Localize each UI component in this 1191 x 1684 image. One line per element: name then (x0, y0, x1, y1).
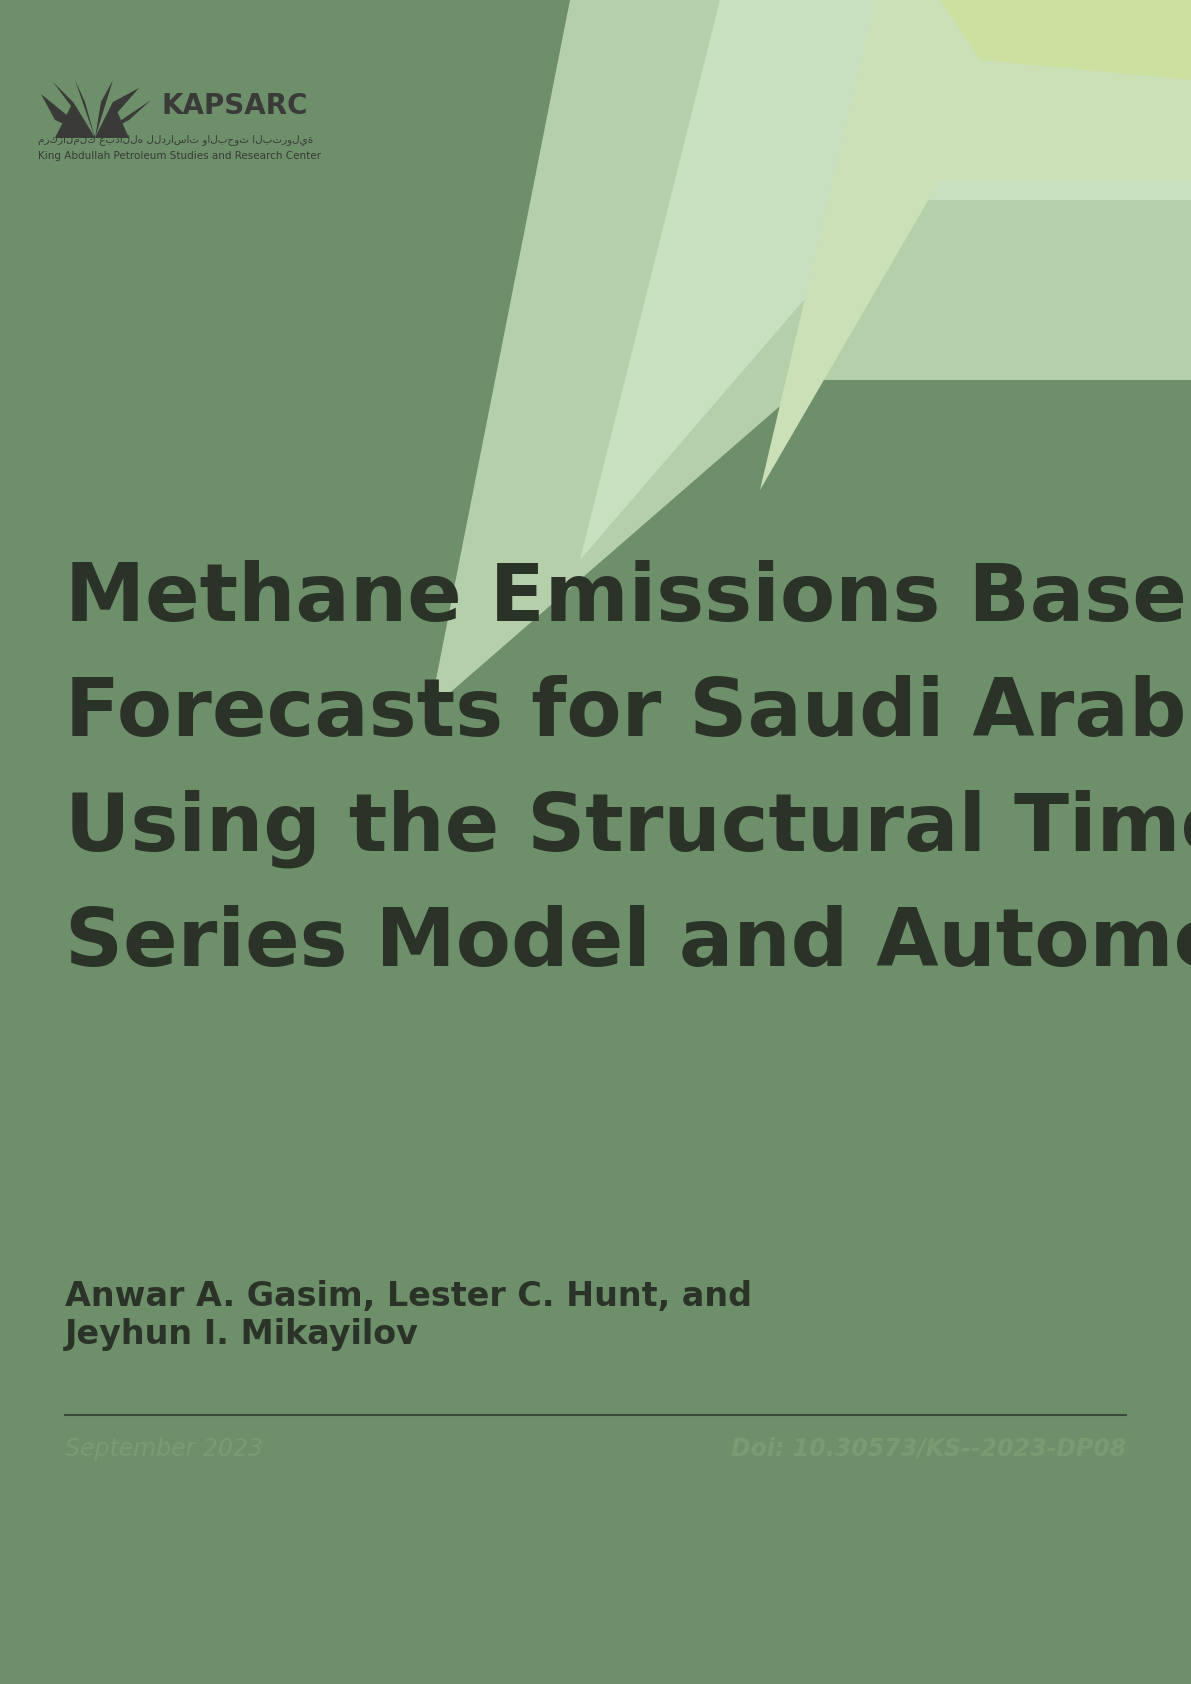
Polygon shape (760, 0, 1191, 490)
Text: Methane Emissions Baseline: Methane Emissions Baseline (66, 561, 1191, 638)
Text: Series Model and Autometrics: Series Model and Autometrics (66, 904, 1191, 983)
Text: مركزالملك عبدالله للدراسات والبحوث البترولية: مركزالملك عبدالله للدراسات والبحوث البتر… (38, 135, 313, 145)
Polygon shape (430, 0, 1191, 711)
Text: Forecasts for Saudi Arabia: Forecasts for Saudi Arabia (66, 675, 1191, 753)
Text: September 2023: September 2023 (66, 1436, 263, 1462)
Text: Using the Structural Time: Using the Structural Time (66, 790, 1191, 869)
Polygon shape (55, 103, 95, 138)
Polygon shape (580, 0, 1191, 561)
Text: Anwar A. Gasim, Lester C. Hunt, and: Anwar A. Gasim, Lester C. Hunt, and (66, 1280, 752, 1314)
Text: Jeyhun I. Mikayilov: Jeyhun I. Mikayilov (66, 1319, 419, 1351)
Polygon shape (95, 88, 139, 138)
Polygon shape (95, 81, 113, 138)
Polygon shape (95, 99, 151, 138)
Polygon shape (75, 81, 95, 138)
Text: Doi: 10.30573/KS--2023-DP08: Doi: 10.30573/KS--2023-DP08 (730, 1436, 1125, 1462)
Polygon shape (940, 0, 1191, 81)
Text: KAPSARC: KAPSARC (161, 93, 307, 120)
Polygon shape (54, 83, 95, 138)
Polygon shape (40, 94, 95, 138)
Polygon shape (95, 103, 129, 138)
Text: King Abdullah Petroleum Studies and Research Center: King Abdullah Petroleum Studies and Rese… (38, 152, 322, 162)
